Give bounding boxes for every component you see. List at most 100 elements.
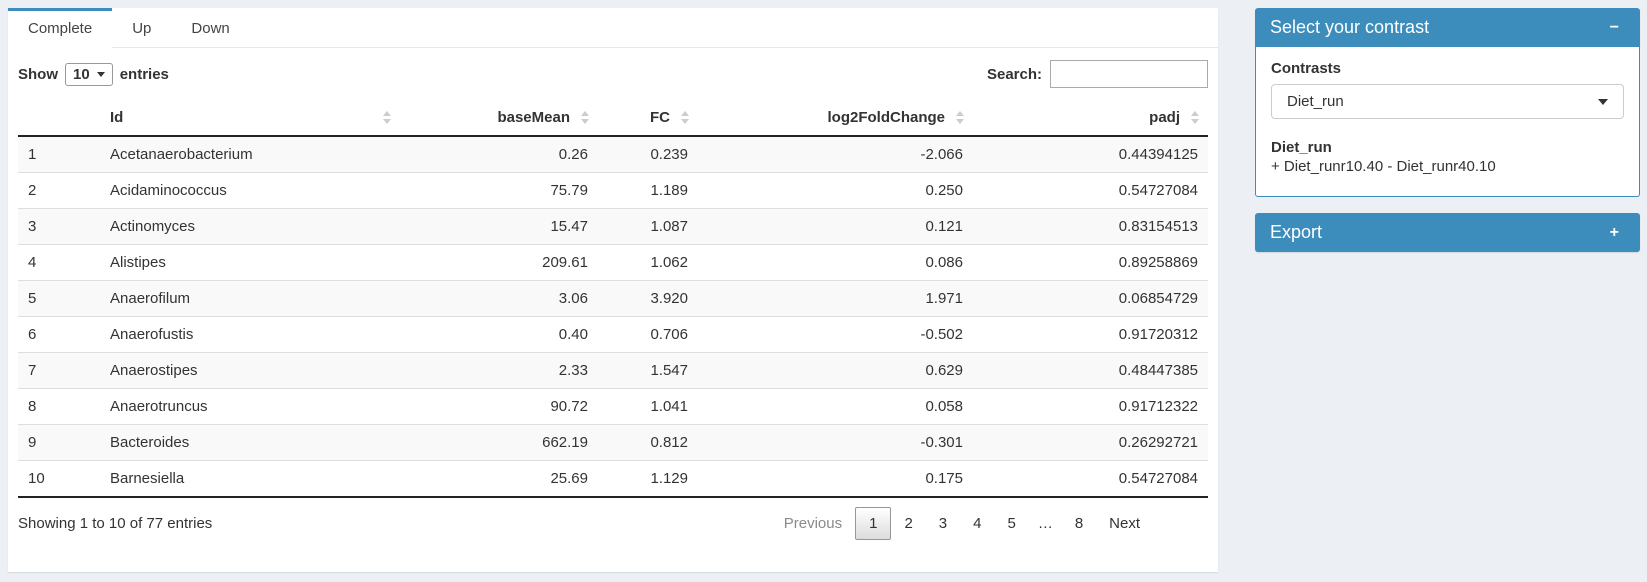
pagination-button-5[interactable]: 5 [1007, 515, 1016, 532]
tab-up[interactable]: Up [132, 20, 152, 37]
contrast-name: Diet_run [1271, 139, 1332, 156]
table-row: 7 Anaerostipes 2.33 1.547 0.629 0.484473… [18, 352, 1208, 389]
cell-fc: 1.129 [598, 460, 698, 497]
column-header-id[interactable]: Id [100, 100, 400, 137]
cell-fc: 1.041 [598, 388, 698, 425]
table-footer: Showing 1 to 10 of 77 entries Previous 1 2… [18, 507, 1208, 546]
cell-basemean: 25.69 [400, 460, 598, 497]
cell-basemean: 0.26 [558, 146, 588, 163]
cell-basemean: 3.06 [400, 280, 598, 317]
cell-rownum: 5 [18, 280, 100, 317]
table-header-row: Id baseMean FC log2FoldChange [18, 100, 1208, 137]
cell-basemean: 662.19 [400, 424, 598, 461]
cell-id: Bacteroides [100, 424, 400, 461]
results-table: Id baseMean FC log2FoldChange [18, 100, 1208, 498]
cell-rownum: 10 [18, 460, 100, 497]
table-row: 6 Anaerofustis 0.40 0.706 -0.502 0.91720… [18, 316, 1208, 353]
cell-padj: 0.91720312 [973, 316, 1208, 353]
column-label: FC [650, 109, 670, 126]
cell-rownum: 6 [18, 316, 100, 353]
table-row: 3 Actinomyces 15.47 1.087 0.121 0.831545… [18, 208, 1208, 245]
cell-fc: 1.547 [598, 352, 698, 389]
cell-basemean: 0.40 [400, 316, 598, 353]
pagination-button-2[interactable]: 2 [904, 515, 913, 532]
column-header-basemean[interactable]: baseMean [400, 100, 598, 137]
cell-id: Acidaminococcus [100, 172, 400, 209]
table-row: 1 Acetanaerobacterium 0.26 0.239 -2.066 … [18, 136, 1208, 173]
pagination-button-1[interactable]: 1 [855, 507, 892, 540]
cell-padj: 0.91712322 [973, 388, 1208, 425]
tab-down[interactable]: Down [191, 20, 230, 37]
cell-id: Actinomyces [100, 208, 400, 245]
showing-entries-info: Showing 1 to 10 of 77 entries [18, 515, 213, 532]
cell-id: Acetanaerobacterium [110, 146, 253, 163]
cell-log2foldchange: 0.121 [698, 208, 973, 245]
cell-log2foldchange: 0.086 [698, 244, 973, 281]
contrast-box-body: Contrasts Diet_run Diet_run + Diet_runr1… [1255, 47, 1640, 197]
cell-basemean: 75.79 [400, 172, 598, 209]
dropdown-caret-icon [1598, 98, 1608, 105]
cell-fc: 1.062 [598, 244, 698, 281]
column-header-rownum [18, 100, 100, 137]
sort-icon [1190, 110, 1200, 125]
cell-basemean: 209.61 [400, 244, 598, 281]
cell-id: Anaerotruncus [100, 388, 400, 425]
table-row: 5 Anaerofilum 3.06 3.920 1.971 0.0685472… [18, 280, 1208, 317]
contrast-formula: + Diet_runr10.40 - Diet_runr40.10 [1271, 158, 1496, 175]
table-row: 2 Acidaminococcus 75.79 1.189 0.250 0.54… [18, 172, 1208, 209]
sidebar-column: Select your contrast − Contrasts Diet_ru… [1255, 8, 1640, 572]
export-box-header: Export + [1255, 213, 1640, 252]
cell-rownum: 2 [18, 172, 100, 209]
table-panel: Show 10 entries Search: [8, 48, 1218, 572]
sort-icon [382, 110, 392, 125]
column-label: padj [1149, 109, 1180, 126]
expand-plus-icon[interactable]: + [1609, 223, 1619, 241]
table-controls: Show 10 entries Search: [18, 60, 1208, 88]
show-label: Show [18, 65, 58, 83]
sort-icon [955, 110, 965, 125]
search-label: Search: [986, 65, 1042, 83]
cell-log2foldchange: 1.971 [698, 280, 973, 317]
cell-padj: 0.26292721 [973, 424, 1208, 461]
pagination-button-3[interactable]: 3 [938, 515, 948, 532]
cell-id: Anaerofustis [100, 316, 400, 353]
results-tabbox: Complete Up Down Show 10 entries Search: [8, 8, 1218, 572]
cell-fc: 1.189 [598, 172, 698, 209]
cell-fc: 1.087 [598, 208, 698, 245]
contrast-box: Select your contrast − Contrasts Diet_ru… [1255, 8, 1640, 197]
pagination-button-previous[interactable]: Previous [783, 515, 843, 532]
entries-length-control: Show 10 entries [18, 62, 169, 86]
pagination-button-4[interactable]: 4 [973, 515, 982, 532]
cell-id: Barnesiella [100, 460, 400, 497]
search-control: Search: [987, 60, 1208, 88]
cell-fc: 0.706 [598, 316, 698, 353]
cell-rownum: 8 [18, 388, 100, 425]
export-box: Export + [1255, 213, 1640, 252]
cell-padj: 0.89258869 [973, 244, 1208, 281]
cell-log2foldchange: 0.629 [698, 352, 973, 389]
cell-padj: 0.54727084 [973, 172, 1208, 209]
tab-complete[interactable]: Complete [8, 8, 113, 48]
column-label: baseMean [497, 109, 570, 126]
sort-icon [580, 110, 590, 125]
cell-log2foldchange: 0.175 [698, 460, 973, 497]
cell-basemean: 2.33 [400, 352, 598, 389]
column-header-log2foldchange[interactable]: log2FoldChange [698, 100, 973, 137]
cell-id: Anaerofilum [100, 280, 400, 317]
column-header-fc[interactable]: FC [598, 100, 698, 137]
export-box-title: Export [1270, 222, 1323, 242]
contrast-select[interactable]: Diet_run [1271, 84, 1624, 119]
search-input[interactable] [1050, 60, 1208, 88]
cell-fc: 0.239 [650, 146, 688, 163]
contrast-box-header: Select your contrast − [1255, 8, 1640, 47]
entries-select[interactable]: 10 [65, 62, 113, 86]
column-header-padj[interactable]: padj [973, 100, 1208, 137]
cell-rownum: 1 [28, 146, 37, 163]
collapse-minus-icon[interactable]: − [1609, 18, 1619, 36]
cell-rownum: 4 [18, 244, 100, 281]
cell-id: Anaerostipes [100, 352, 400, 389]
cell-basemean: 90.72 [400, 388, 598, 425]
pagination-button-8[interactable]: 8 [1074, 515, 1084, 532]
pagination-button-next[interactable]: Next [1109, 515, 1140, 532]
